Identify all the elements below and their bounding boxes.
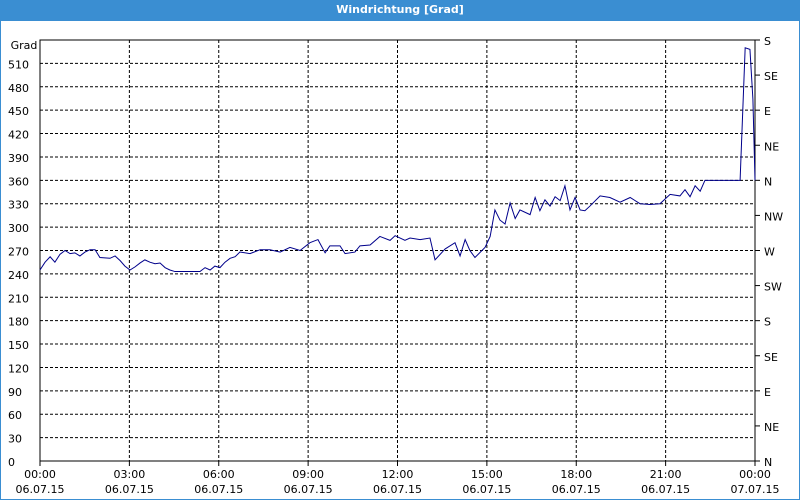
x-tick-date: 06.07.15 <box>105 483 154 496</box>
x-tick-label: 06:00 06.07.15 <box>194 468 243 496</box>
plot-frame <box>39 39 756 462</box>
x-tick-date: 06.07.15 <box>552 483 601 496</box>
x-tick-date: 06.07.15 <box>194 483 243 496</box>
x-tick-label: 15:00 06.07.15 <box>462 468 511 496</box>
x-tick-date: 06.07.15 <box>641 483 690 496</box>
x-tick-date: 07.07.15 <box>731 483 780 496</box>
y-tick-label: 60 <box>8 409 22 422</box>
x-tick-time: 00:00 <box>739 468 771 481</box>
title-bar <box>0 0 800 20</box>
y-tick-label: 450 <box>8 105 29 118</box>
y-tick-label: 360 <box>8 175 29 188</box>
y-tick-label: 240 <box>8 269 29 282</box>
y-tick-label: 0 <box>8 456 15 469</box>
y2-tick-label: S <box>764 316 771 329</box>
x-tick-label: 09:00 06.07.15 <box>284 468 333 496</box>
y-tick-label: 150 <box>8 339 29 352</box>
y2-tick-label: S <box>764 35 771 48</box>
x-tick-label: 12:00 06.07.15 <box>373 468 422 496</box>
y2-tick-label: NW <box>764 210 783 223</box>
window-frame <box>0 20 800 500</box>
x-tick-label: 00:00 06.07.15 <box>16 468 65 496</box>
data-line <box>39 47 756 273</box>
y-tick-label: 390 <box>8 152 29 165</box>
y2-tick-label: NE <box>764 421 779 434</box>
x-tick-date: 06.07.15 <box>462 483 511 496</box>
y-tick-label: 120 <box>8 362 29 375</box>
x-tick-time: 00:00 <box>24 468 56 481</box>
y-tick-label: 30 <box>8 433 22 446</box>
y2-tick-label: N <box>764 456 772 469</box>
y-tick-label: 270 <box>8 246 29 259</box>
y2-tick-label: E <box>764 386 771 399</box>
y-tick-label: 420 <box>8 129 29 142</box>
y-tick-label: 90 <box>8 386 22 399</box>
x-tick-time: 18:00 <box>560 468 592 481</box>
y2-tick-label: NE <box>764 140 779 153</box>
x-tick-label: 18:00 06.07.15 <box>552 468 601 496</box>
y2-tick-label: SE <box>764 351 778 364</box>
x-tick-time: 12:00 <box>382 468 414 481</box>
y2-tick-label: N <box>764 175 772 188</box>
x-tick-date: 06.07.15 <box>373 483 422 496</box>
x-tick-label: 21:00 06.07.15 <box>641 468 690 496</box>
x-tick-time: 21:00 <box>650 468 682 481</box>
y-tick-label: 480 <box>8 82 29 95</box>
x-tick-date: 06.07.15 <box>16 483 65 496</box>
x-tick-time: 06:00 <box>203 468 235 481</box>
x-tick-label: 00:00 07.07.15 <box>731 468 780 496</box>
x-tick-date: 06.07.15 <box>284 483 333 496</box>
y-tick-label: 210 <box>8 292 29 305</box>
x-tick-time: 15:00 <box>471 468 503 481</box>
y2-tick-label: SW <box>764 281 782 294</box>
y2-tick-label: SE <box>764 70 778 83</box>
chart-title: Windrichtung [Grad] <box>336 3 464 16</box>
x-tick-label: 03:00 06.07.15 <box>105 468 154 496</box>
y-axis-label: Grad <box>11 39 38 52</box>
x-tick-time: 03:00 <box>114 468 146 481</box>
x-tick-time: 09:00 <box>292 468 324 481</box>
y-tick-label: 510 <box>8 58 29 71</box>
y-tick-label: 330 <box>8 199 29 212</box>
y2-tick-label: W <box>764 246 775 259</box>
y2-tick-label: E <box>764 105 771 118</box>
y-tick-label: 180 <box>8 316 29 329</box>
y-tick-label: 300 <box>8 222 29 235</box>
